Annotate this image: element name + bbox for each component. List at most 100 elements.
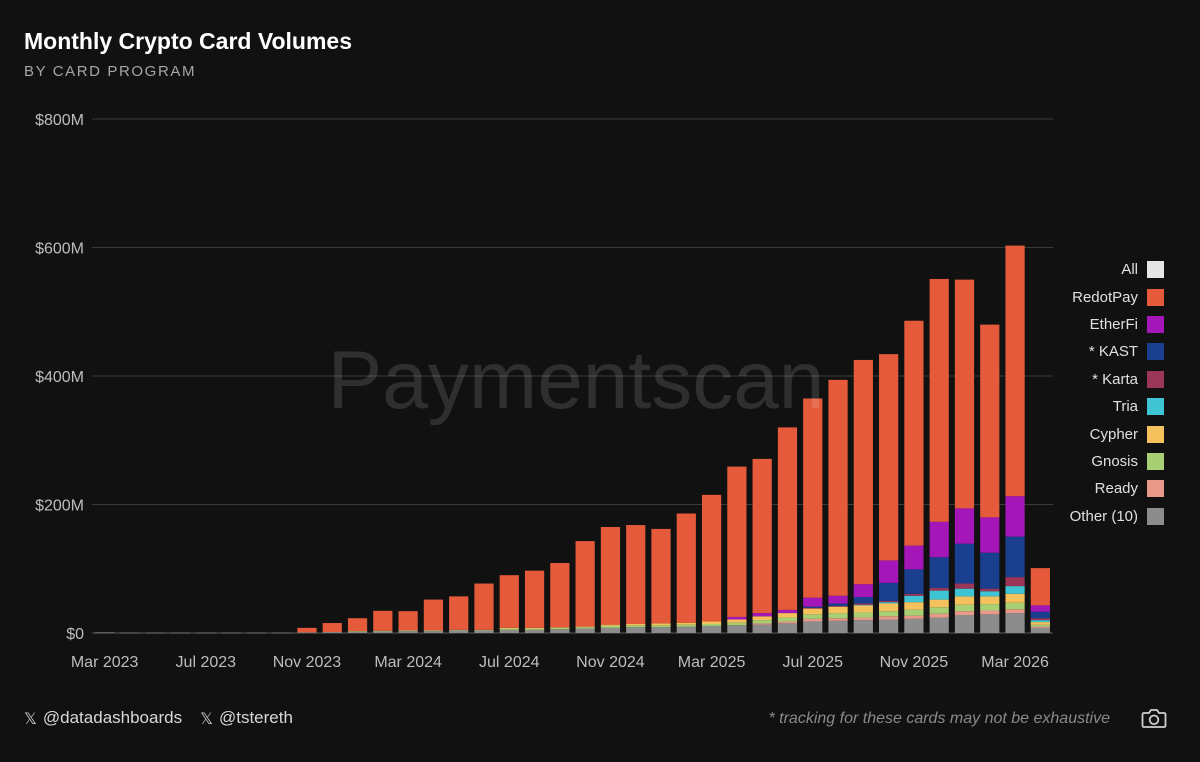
bar-segment[interactable] (777, 613, 798, 618)
bar-segment[interactable] (626, 624, 646, 626)
bar-segment[interactable] (853, 612, 873, 618)
bar-segment[interactable] (803, 614, 823, 619)
legend-item[interactable]: Tria (1070, 393, 1164, 420)
bar-segment[interactable] (373, 631, 393, 633)
bar-segment[interactable] (626, 627, 646, 633)
bar-segment[interactable] (828, 606, 848, 607)
bar-segment[interactable] (600, 624, 621, 626)
bar-segment[interactable] (1005, 609, 1025, 614)
bar-segment[interactable] (853, 617, 873, 621)
bar-segment[interactable] (879, 611, 899, 617)
bar-segment[interactable] (170, 632, 191, 634)
bar-segment[interactable] (980, 596, 1000, 605)
bar-segment[interactable] (347, 618, 368, 632)
bar-segment[interactable] (828, 603, 848, 607)
bar-segment[interactable] (347, 631, 368, 633)
bar-segment[interactable] (929, 599, 949, 608)
bar-segment[interactable] (575, 627, 595, 629)
bar-segment[interactable] (879, 354, 899, 561)
bar-segment[interactable] (777, 623, 798, 633)
bar-segment[interactable] (1005, 602, 1025, 610)
bar-segment[interactable] (803, 398, 823, 598)
bar-segment[interactable] (626, 625, 646, 628)
bar-segment[interactable] (803, 597, 823, 607)
bar-segment[interactable] (853, 584, 873, 598)
bar-segment[interactable] (954, 588, 975, 597)
bar-segment[interactable] (904, 569, 924, 594)
bar-segment[interactable] (1005, 536, 1025, 578)
bar-segment[interactable] (1030, 605, 1050, 612)
bar-segment[interactable] (904, 545, 924, 570)
handle-tstereth[interactable]: 𝕏 @tstereth (200, 708, 293, 728)
bar-segment[interactable] (879, 603, 899, 612)
bar-segment[interactable] (120, 632, 140, 634)
bar-segment[interactable] (980, 517, 1000, 553)
bar-segment[interactable] (1030, 627, 1050, 633)
bar-segment[interactable] (803, 608, 823, 615)
bar-segment[interactable] (777, 427, 798, 610)
legend-item[interactable]: Cypher (1070, 420, 1164, 447)
bar-segment[interactable] (423, 599, 444, 631)
bar-segment[interactable] (550, 629, 570, 633)
bar-segment[interactable] (524, 627, 545, 629)
bar-segment[interactable] (1005, 593, 1025, 603)
bar-segment[interactable] (980, 324, 1000, 518)
bar-segment[interactable] (347, 631, 368, 632)
bar-segment[interactable] (297, 627, 317, 633)
bar-segment[interactable] (1030, 611, 1050, 619)
bar-segment[interactable] (929, 590, 949, 600)
bar-segment[interactable] (954, 279, 975, 509)
bar-segment[interactable] (853, 597, 873, 604)
bar-segment[interactable] (524, 570, 545, 628)
legend-item[interactable]: All (1070, 256, 1164, 283)
bar-segment[interactable] (322, 623, 342, 633)
bar-segment[interactable] (1030, 626, 1050, 628)
bar-segment[interactable] (879, 600, 899, 603)
bar-segment[interactable] (752, 624, 772, 633)
bar-segment[interactable] (449, 596, 469, 630)
bar-segment[interactable] (322, 632, 342, 633)
bar-segment[interactable] (853, 359, 873, 585)
bar-segment[interactable] (929, 557, 949, 589)
bar-segment[interactable] (651, 623, 671, 626)
bar-segment[interactable] (221, 632, 241, 634)
bar-segment[interactable] (398, 630, 418, 632)
bar-segment[interactable] (954, 611, 975, 616)
bar-segment[interactable] (828, 618, 848, 621)
bar-segment[interactable] (828, 606, 848, 614)
bar-segment[interactable] (1030, 618, 1050, 621)
bar-segment[interactable] (752, 616, 772, 621)
bar-segment[interactable] (1005, 577, 1025, 587)
bar-segment[interactable] (575, 541, 595, 627)
bar-segment[interactable] (1005, 245, 1025, 497)
bar-segment[interactable] (701, 621, 722, 625)
bar-segment[interactable] (499, 627, 519, 629)
bar-segment[interactable] (398, 611, 418, 631)
bar-segment[interactable] (803, 621, 823, 633)
bar-segment[interactable] (1030, 622, 1050, 625)
bar-segment[interactable] (980, 588, 1000, 592)
bar-segment[interactable] (701, 625, 722, 633)
bar-segment[interactable] (752, 613, 772, 617)
bar-segment[interactable] (904, 609, 924, 616)
bar-segment[interactable] (904, 618, 924, 633)
bar-segment[interactable] (524, 629, 545, 633)
bar-segment[interactable] (398, 631, 418, 633)
legend-item[interactable]: Ready (1070, 475, 1164, 502)
bar-segment[interactable] (879, 602, 899, 604)
bar-segment[interactable] (95, 632, 115, 633)
bar-segment[interactable] (373, 610, 393, 631)
bar-segment[interactable] (550, 627, 570, 630)
bar-segment[interactable] (954, 543, 975, 584)
bar-segment[interactable] (600, 627, 621, 633)
bar-segment[interactable] (196, 632, 216, 634)
legend-item[interactable]: RedotPay (1070, 283, 1164, 310)
bar-segment[interactable] (727, 619, 747, 623)
bar-segment[interactable] (297, 632, 317, 633)
bar-segment[interactable] (701, 494, 722, 622)
bar-segment[interactable] (1005, 613, 1025, 633)
bar-segment[interactable] (980, 604, 1000, 611)
bar-segment[interactable] (727, 466, 747, 617)
bar-segment[interactable] (449, 630, 469, 633)
bar-segment[interactable] (1005, 586, 1025, 594)
